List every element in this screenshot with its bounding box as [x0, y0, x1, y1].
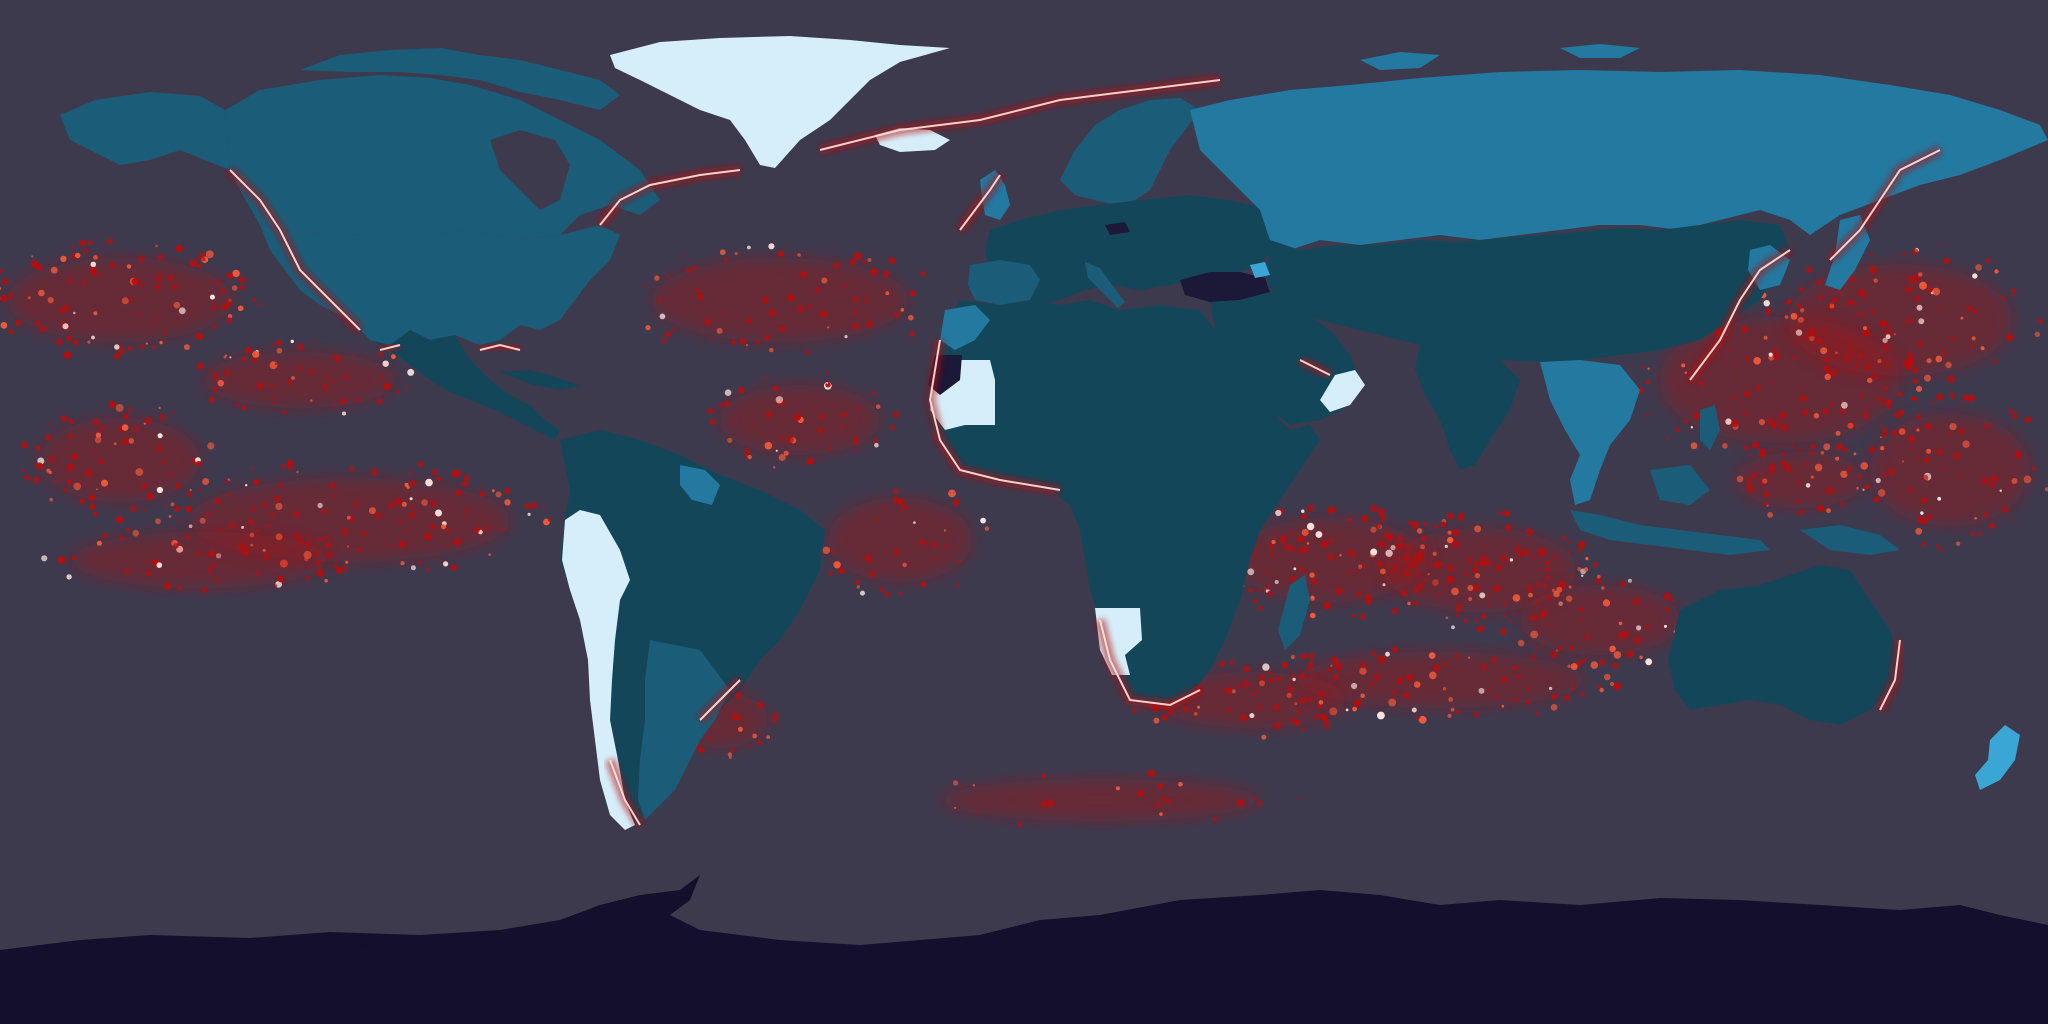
- indonesia: [1570, 465, 1770, 555]
- korea-japan: [1748, 215, 1870, 290]
- argentina: [638, 640, 730, 820]
- peru-chile-pale: [562, 510, 635, 830]
- ocean-hotspot-cluster: [706, 371, 900, 469]
- ocean-hotspot-layer: [0, 238, 2048, 827]
- ocean-hotspot-cluster: [1736, 442, 1881, 518]
- southeast-asia: [1540, 360, 1640, 505]
- coastal-highlight: [1299, 359, 1331, 376]
- coastal-highlight: [1879, 639, 1901, 711]
- coastal-highlight: [928, 339, 1061, 491]
- caspian-bright: [1250, 262, 1270, 278]
- cuba: [500, 370, 580, 390]
- madagascar: [1278, 575, 1310, 650]
- russia-arctic-islands: [1360, 44, 1640, 70]
- australia: [1668, 565, 1900, 725]
- hudson-bay: [490, 130, 570, 210]
- italy: [1085, 262, 1125, 308]
- philippines: [1700, 405, 1720, 450]
- black-sea-spot: [1105, 222, 1130, 235]
- ocean-hotspot-cluster: [0, 238, 261, 360]
- ocean-hotspot-cluster: [818, 488, 990, 598]
- coastal-highlight: [229, 169, 361, 331]
- coastal-highlight: [1689, 249, 1791, 381]
- coastal-highlight: [599, 169, 741, 226]
- oman-pale: [1320, 370, 1365, 412]
- coastal-highlight: [379, 344, 401, 351]
- central-asia-china: [1265, 220, 1790, 362]
- ocean-hotspot-cluster: [196, 339, 415, 416]
- scandinavia: [1060, 98, 1200, 205]
- ocean-hotspot-cluster: [940, 769, 1300, 827]
- middle-east: [1210, 292, 1360, 425]
- mexico-central-america: [350, 320, 560, 440]
- russia: [1190, 70, 2048, 250]
- iberia: [968, 260, 1040, 305]
- antarctica-islands: [360, 940, 790, 966]
- new-zealand: [1975, 725, 2020, 790]
- coastal-highlight: [1829, 149, 1941, 261]
- ocean-hotspot-cluster: [643, 243, 926, 356]
- new-guinea: [1800, 525, 1900, 555]
- coastal-highlight: [479, 343, 521, 351]
- africa: [925, 300, 1320, 705]
- alaska: [60, 92, 230, 170]
- greenland: [610, 36, 950, 168]
- coastal-highlight: [699, 679, 741, 721]
- morocco: [940, 305, 990, 350]
- canadian-arctic-islands: [300, 48, 620, 110]
- india: [1415, 345, 1520, 470]
- guiana: [680, 465, 720, 505]
- coastal-highlight: [1099, 619, 1201, 707]
- antarctica: [0, 875, 2048, 1024]
- ocean-hotspot-cluster: [1370, 510, 1602, 633]
- great-britain: [980, 170, 1010, 220]
- ocean-hotspot-cluster: [1860, 391, 2048, 552]
- ocean-hotspot-cluster: [20, 400, 215, 524]
- ocean-hotspot-cluster: [1763, 243, 2043, 401]
- coastal-hotspot-layer: [226, 75, 1943, 828]
- south-america: [560, 430, 825, 830]
- coastal-highlight: [609, 759, 641, 826]
- coastal-highlight: [819, 79, 1221, 151]
- coastal-highlight: [959, 174, 1001, 231]
- turkey: [1180, 272, 1270, 302]
- ocean-hotspot-cluster: [41, 519, 350, 594]
